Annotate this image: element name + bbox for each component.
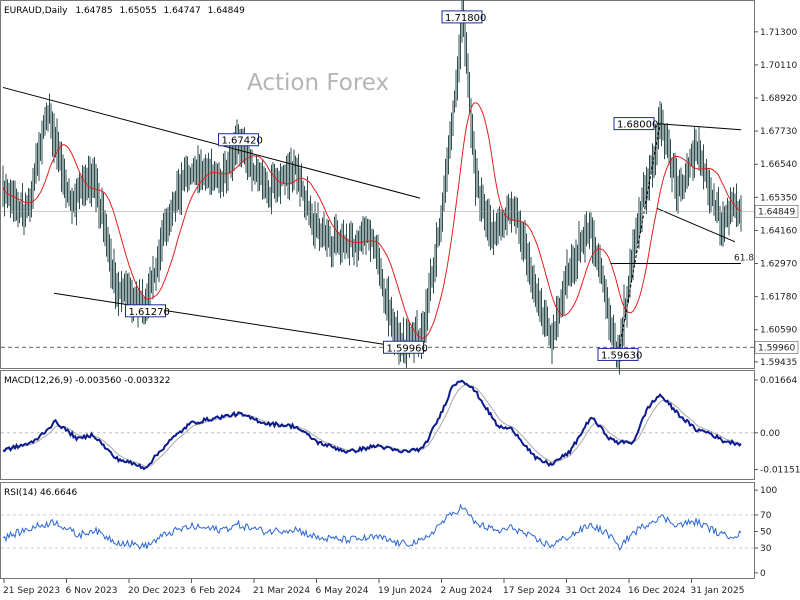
price-tick-label: 1.59435 (760, 358, 797, 368)
x-tick-label: 31 Oct 2024 (566, 586, 622, 596)
price-tick-label: 1.64160 (760, 226, 797, 236)
annotation-box (597, 347, 639, 361)
price-layer: 1.71800 1.68000 1.67420 1.61270 1.59960 1.596… (1, 0, 754, 375)
price-tick-label: 1.68920 (760, 94, 797, 104)
ohlc-open: 1.64785 (75, 6, 112, 16)
annotation-label: 1.59630 (601, 350, 642, 361)
rsi-tick-label: 70 (760, 511, 772, 521)
annotation-label: 1.71800 (445, 13, 486, 24)
price-tick-label: 1.66540 (760, 160, 797, 170)
axis-layer: 1.71300 1.70110 1.68920 1.67730 1.66540 1.653… (3, 28, 800, 596)
macd-title: MACD(12,26,9) -0.003560 -0.003322 (4, 376, 170, 386)
price-tick-label: 1.61780 (760, 293, 797, 303)
annotation-box (613, 117, 655, 131)
ohlc-high: 1.65055 (119, 6, 156, 16)
fib-swing-line (617, 123, 661, 357)
rsi-panel (0, 482, 755, 579)
moving-average-line (2, 102, 742, 339)
annotation-box (441, 10, 483, 24)
annotation-label: 1.68000 (617, 120, 658, 131)
x-tick-label: 2 Aug 2024 (441, 586, 493, 596)
price-tick-label: 1.62970 (760, 260, 797, 270)
rsi-tick-label: 0 (760, 569, 766, 579)
fib-618-label: 61.8 (734, 254, 754, 264)
macd-tick-label: 0.00 (760, 429, 780, 439)
recent-lower-line (656, 207, 736, 243)
rsi-tick-label: 30 (760, 544, 772, 554)
recent-upper-line (656, 123, 742, 131)
current-price-label: 1.64849 (758, 207, 795, 217)
price-tick-label: 1.60590 (760, 326, 797, 336)
rsi-tick-label: 50 (760, 528, 772, 538)
x-tick-label: 17 Sep 2024 (503, 586, 560, 596)
x-tick-label: 16 Dec 2024 (628, 586, 686, 596)
chart-title: EURAUD,Daily (4, 6, 68, 16)
x-tick-label: 21 Mar 2024 (253, 586, 310, 596)
x-tick-label: 19 Jun 2024 (378, 586, 432, 596)
x-tick-label: 20 Dec 2023 (128, 586, 186, 596)
rsi-line (2, 503, 742, 551)
rsi-title: RSI(14) 46.6646 (4, 488, 77, 498)
upper-trendline (2, 86, 421, 199)
macd-line (2, 379, 742, 471)
x-tick-label: 6 Nov 2023 (66, 586, 118, 596)
rsi-layer (1, 503, 754, 551)
svg-text:EURAUD,Daily 1.64785 1: EURAUD,Daily 1.64785 1.65055 1.64747 1.6… (4, 6, 245, 16)
price-tick-label: 1.67730 (760, 127, 797, 137)
ohlc-low: 1.64747 (164, 6, 201, 16)
watermark: Action Forex (247, 70, 389, 96)
annotation-box (218, 133, 259, 147)
macd-panel (0, 370, 755, 480)
price-tick-label: 1.71300 (760, 28, 797, 38)
lower-trendline (53, 292, 427, 352)
annotation-box (383, 340, 424, 354)
ohlc-close: 1.64849 (208, 6, 245, 16)
rsi-tick-label: 100 (760, 486, 777, 496)
x-tick-label: 6 Feb 2024 (191, 586, 242, 596)
annotation-label: 1.67420 (222, 136, 263, 147)
macd-layer (1, 379, 754, 471)
support-price-label-bg (754, 341, 799, 354)
x-tick-label: 6 May 2024 (316, 586, 369, 596)
current-price-label-bg (754, 205, 799, 218)
macd-tick-label: -0.011515 (760, 465, 800, 475)
x-tick-label: 21 Sep 2023 (3, 586, 60, 596)
annotation-label: 1.59960 (387, 343, 428, 354)
price-panel (0, 0, 755, 369)
x-tick-label: 31 Jan 2025 (691, 586, 745, 596)
support-price-label: 1.59960 (758, 343, 795, 353)
price-tick-label: 1.70110 (760, 61, 797, 71)
price-tick-label: 1.65350 (760, 193, 797, 203)
annotation-label: 1.61270 (129, 307, 170, 318)
macd-tick-label: 0.01664 (760, 376, 797, 386)
annotation-box (125, 304, 166, 318)
